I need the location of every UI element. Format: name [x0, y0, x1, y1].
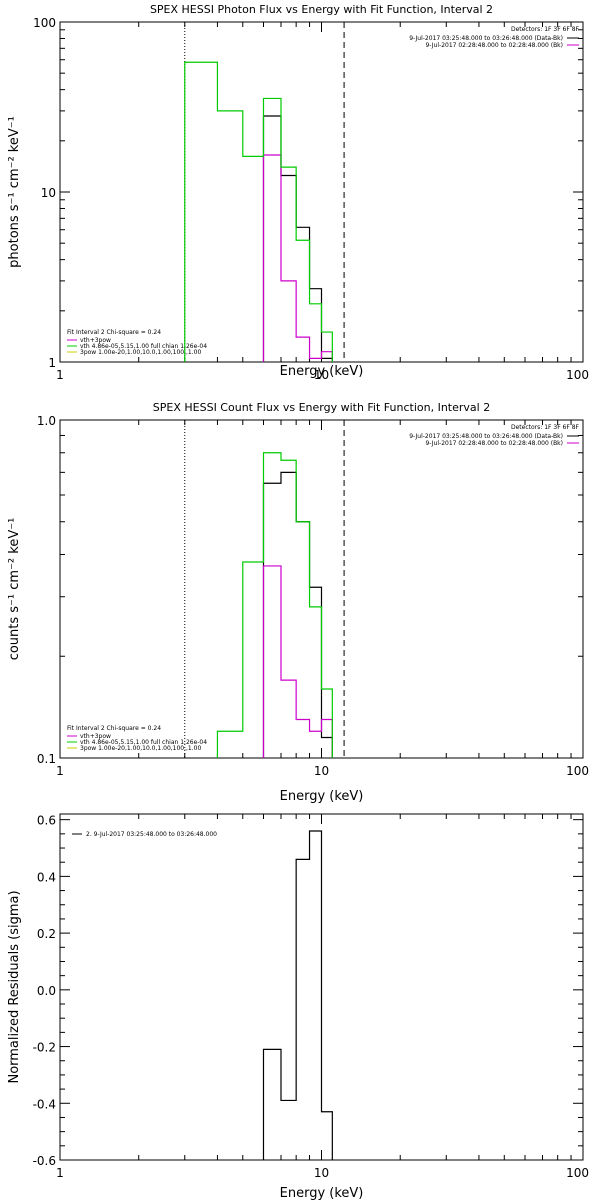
- y-tick-label: 0.2: [37, 927, 56, 941]
- y-axis-label: counts s⁻¹ cm⁻² keV⁻¹: [7, 518, 22, 661]
- y-axis-label: photons s⁻¹ cm⁻² keV⁻¹: [7, 116, 22, 268]
- x-tick-label: 100: [566, 764, 589, 778]
- fit-legend-label: 3pow 1.00e-20,1.00,10.0,1.00,100.,1.00: [80, 745, 201, 752]
- y-tick-label: 1: [48, 356, 56, 370]
- series-group: [216, 452, 333, 758]
- legend-header: Detectors: 1F 3F 6F 8F: [511, 26, 580, 33]
- legend-header: Detectors: 1F 3F 6F 8F: [511, 424, 580, 431]
- x-tick-label: 1: [56, 1166, 64, 1180]
- legend-entry-label: 9-Jul-2017 02:28:48.000 to 02:28:48.000 …: [425, 42, 563, 49]
- series-group: [184, 61, 333, 362]
- panel-3: 1 10 100 Energy (keV) -0.6 -0.4 -0.2 0.0 0.2 0.4 0…: [7, 813, 589, 1200]
- y-axis-label: Normalized Residuals (sigma): [7, 890, 22, 1083]
- y-tick-label: 10: [41, 186, 56, 200]
- x-tick-label: 1: [56, 368, 64, 382]
- y-tick-label: -0.6: [33, 1154, 56, 1168]
- y-tick-label: 100: [33, 16, 56, 30]
- chart-title: SPEX HESSI Count Flux vs Energy with Fit…: [153, 401, 490, 414]
- y-tick-label: -0.2: [33, 1041, 56, 1055]
- legend-entry-label: 9-Jul-2017 03:25:48.000 to 03:26:48.000 …: [409, 433, 563, 440]
- fit-legend-label: 3pow 1.00e-20,1.00,10.0,1.00,100.,1.00: [80, 349, 201, 356]
- fit-legend-label: vth 4.86e-05,5.15,1.00 full chian 1.26e-…: [80, 343, 207, 350]
- chart-title: SPEX HESSI Photon Flux vs Energy with Fi…: [150, 3, 493, 16]
- y-tick-label: 0.1: [37, 752, 56, 766]
- x-axis-label: Energy (keV): [280, 1186, 364, 1200]
- fit-legend-label: vth 4.86e-05,5.15,1.00 full chian 1.26e-…: [80, 739, 207, 746]
- legend-entry-label: 9-Jul-2017 03:25:48.000 to 03:26:48.000 …: [409, 35, 563, 42]
- residual-legend-label: 2. 9-Jul-2017 03:25:48.000 to 03:26:48.0…: [86, 831, 217, 838]
- series-line-2: [262, 565, 333, 758]
- y-tick-label: 0.0: [37, 984, 56, 998]
- series-line-2: [262, 154, 333, 362]
- panel-1: SPEX HESSI Photon Flux vs Energy with Fi…: [7, 3, 589, 382]
- x-tick-label: 10: [314, 1166, 329, 1180]
- y-tick-label: -0.4: [33, 1097, 56, 1111]
- panel-2: SPEX HESSI Count Flux vs Energy with Fit…: [7, 401, 589, 804]
- legend-entry-label: 9-Jul-2017 02:28:48.000 to 02:28:48.000 …: [425, 440, 563, 447]
- y-tick-label: 0.4: [37, 870, 56, 884]
- fit-legend-header: Fit Interval 2 Chi-square = 0.24: [67, 725, 161, 732]
- y-tick-label: 1.0: [37, 414, 56, 428]
- x-tick-label: 100: [566, 1166, 589, 1180]
- series-line-3: [216, 452, 333, 758]
- y-tick-label: 0.6: [37, 814, 56, 828]
- fit-legend-header: Fit Interval 2 Chi-square = 0.24: [67, 329, 161, 336]
- series-line-1: [262, 830, 333, 1160]
- fit-legend-label: vth+3pow: [80, 733, 111, 740]
- x-tick-label: 10: [314, 368, 329, 382]
- series-line-3: [184, 61, 333, 362]
- series-group: [262, 830, 333, 1160]
- fit-legend-label: vth+3pow: [80, 337, 111, 344]
- x-axis-label: Energy (keV): [280, 364, 364, 379]
- x-tick-label: 10: [314, 764, 329, 778]
- x-tick-label: 100: [566, 368, 589, 382]
- x-tick-label: 1: [56, 764, 64, 778]
- series-line-1: [262, 115, 333, 362]
- x-axis-label: Energy (keV): [280, 789, 364, 804]
